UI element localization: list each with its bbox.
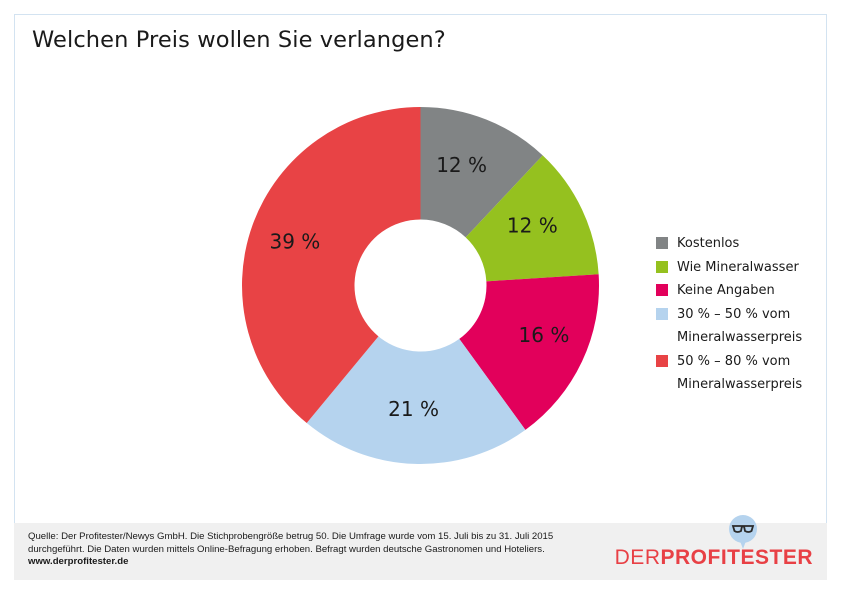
- donut-slice: [242, 107, 421, 424]
- source-line-1: Quelle: Der Profitester/Newys GmbH. Die …: [28, 531, 554, 542]
- legend-label: Kostenlos: [677, 236, 740, 251]
- donut-slice: [420, 107, 543, 238]
- slice-value-label: 39 %: [269, 230, 320, 254]
- speech-bubble-shape: [729, 515, 757, 543]
- legend-item: Kostenlos: [656, 232, 837, 256]
- source-note: Quelle: Der Profitester/Newys GmbH. Die …: [28, 531, 553, 569]
- source-line-2: durchgeführt. Die Daten wurden mittels O…: [28, 543, 545, 555]
- legend-label: 50 % – 80 % vom: [677, 353, 791, 369]
- legend-label: 30 % – 50 % vom: [677, 306, 791, 322]
- donut-slice: [306, 336, 526, 465]
- legend-item: 50 % – 80 % vom Mineralwasserpreis: [656, 350, 837, 397]
- slice-value-label: 16 %: [519, 323, 570, 347]
- legend-swatch: [656, 237, 668, 249]
- speech-bubble-tail: [740, 541, 746, 549]
- website-link[interactable]: www.derprofitester.de: [28, 556, 129, 567]
- slice-value-label: 12 %: [436, 153, 487, 177]
- legend-swatch: [656, 284, 668, 296]
- footer: Quelle: Der Profitester/Newys GmbH. Die …: [14, 523, 827, 580]
- legend-item: Wie Mineralwasser: [656, 256, 837, 280]
- legend-label: Wie Mineralwasser: [677, 259, 799, 275]
- logo-text-bold: PROFITESTER: [660, 546, 813, 569]
- glasses-speech-bubble-icon: [729, 515, 757, 549]
- legend: Kostenlos Wie Mineralwasser Keine Angabe…: [656, 232, 837, 397]
- legend-label-continued: Mineralwasserpreis: [677, 330, 803, 345]
- legend-swatch: [656, 307, 668, 320]
- legend-swatch: [656, 260, 668, 273]
- legend-label: Keine Angaben: [677, 283, 775, 298]
- legend-label-continued: Mineralwasserpreis: [677, 377, 803, 392]
- slice-value-label: 21 %: [388, 397, 439, 421]
- donut-slice: [459, 274, 599, 430]
- logo-text-light: DER: [614, 546, 661, 569]
- legend-swatch: [656, 354, 668, 367]
- glasses-icon: [731, 525, 755, 533]
- chart-title: Welchen Preis wollen Sie verlangen?: [32, 27, 446, 53]
- donut-slice: [465, 155, 599, 282]
- legend-item: Keine Angaben: [656, 279, 837, 303]
- brand-logo: DERPROFITESTER: [615, 546, 813, 570]
- slice-value-label: 12 %: [507, 214, 558, 238]
- legend-item: 30 % – 50 % vom Mineralwasserpreis: [656, 303, 837, 350]
